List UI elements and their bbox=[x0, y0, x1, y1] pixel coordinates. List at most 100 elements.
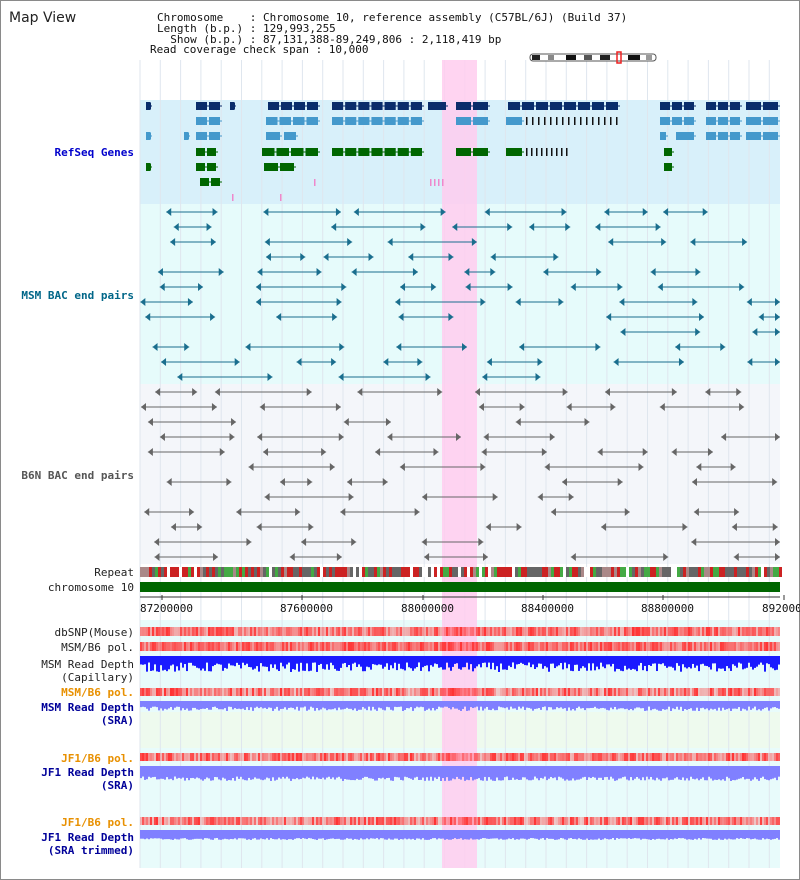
polymorphism-cell bbox=[276, 753, 278, 761]
gene-strand-arrow bbox=[200, 178, 205, 186]
repeat-block bbox=[350, 567, 353, 577]
read-depth-bar bbox=[340, 701, 342, 710]
track-label-refseq[interactable]: RefSeq Genes bbox=[54, 146, 134, 159]
polymorphism-cell bbox=[160, 817, 162, 825]
repeat-block bbox=[293, 567, 296, 577]
track-label-jf1-b6-pol-1[interactable]: JF1/B6 pol. bbox=[61, 752, 134, 765]
polymorphism-cell bbox=[188, 642, 190, 651]
polymorphism-cell bbox=[508, 688, 510, 696]
read-depth-bar bbox=[400, 766, 402, 780]
track-label-chromosome[interactable]: chromosome 10 bbox=[47, 581, 134, 594]
polymorphism-cell bbox=[454, 688, 456, 696]
read-depth-bar bbox=[678, 701, 680, 710]
read-depth-bar bbox=[696, 656, 698, 666]
polymorphism-cell bbox=[662, 642, 664, 651]
read-depth-bar bbox=[312, 701, 314, 708]
track-label-jf1-b6-pol-2[interactable]: JF1/B6 pol. bbox=[61, 816, 134, 829]
polymorphism-cell bbox=[264, 642, 266, 651]
read-depth-bar bbox=[420, 701, 422, 707]
polymorphism-cell bbox=[460, 817, 462, 825]
track-label-msm-b6-pol-2[interactable]: MSM/B6 pol. bbox=[61, 686, 134, 699]
polymorphism-cell bbox=[254, 688, 256, 696]
repeat-block bbox=[605, 567, 608, 577]
repeat-block bbox=[233, 567, 236, 577]
polymorphism-cell bbox=[646, 688, 648, 696]
polymorphism-cell bbox=[204, 627, 206, 636]
read-depth-bar bbox=[210, 656, 212, 672]
read-depth-bar bbox=[602, 656, 604, 667]
read-depth-bar bbox=[342, 830, 344, 840]
polymorphism-cell bbox=[524, 753, 526, 761]
polymorphism-cell bbox=[658, 688, 660, 696]
read-depth-bar bbox=[208, 656, 210, 672]
polymorphism-cell bbox=[488, 817, 490, 825]
polymorphism-cell bbox=[452, 627, 454, 636]
read-depth-bar bbox=[620, 656, 622, 671]
polymorphism-cell bbox=[404, 688, 406, 696]
read-depth-bar bbox=[336, 766, 338, 778]
track-label-jf1-depth-sra-1[interactable]: JF1 Read Depth bbox=[41, 766, 134, 779]
read-depth-bar bbox=[304, 701, 306, 707]
polymorphism-cell bbox=[340, 688, 342, 696]
track-label-repeat[interactable]: Repeat bbox=[94, 566, 134, 579]
read-depth-bar bbox=[408, 656, 410, 668]
polymorphism-cell bbox=[360, 627, 362, 636]
polymorphism-cell bbox=[776, 642, 778, 651]
read-depth-bar bbox=[478, 830, 480, 840]
info-chromosome: Chromosome : Chromosome 10, reference as… bbox=[157, 11, 628, 24]
b6n-bac-pair-arrow bbox=[357, 388, 363, 396]
read-depth-bar bbox=[514, 701, 516, 709]
repeat-block bbox=[473, 567, 476, 577]
read-depth-bar bbox=[502, 830, 504, 840]
track-label-msm-depth-sra-1[interactable]: MSM Read Depth bbox=[41, 701, 134, 714]
polymorphism-cell bbox=[212, 688, 214, 696]
polymorphism-cell bbox=[564, 688, 566, 696]
track-label-b6n-bac[interactable]: B6N BAC end pairs bbox=[21, 469, 134, 482]
read-depth-bar bbox=[572, 830, 574, 840]
repeat-block bbox=[614, 567, 617, 577]
polymorphism-cell bbox=[720, 817, 722, 825]
read-depth-bar bbox=[624, 830, 626, 839]
read-depth-bar bbox=[714, 830, 716, 840]
polymorphism-cell bbox=[312, 642, 314, 651]
read-depth-bar bbox=[494, 830, 496, 839]
track-label-dbsnp[interactable]: dbSNP(Mouse) bbox=[54, 626, 134, 639]
polymorphism-cell bbox=[672, 642, 674, 651]
polymorphism-cell bbox=[722, 627, 724, 636]
read-depth-bar bbox=[706, 656, 708, 667]
read-depth-bar bbox=[478, 656, 480, 665]
read-depth-bar bbox=[654, 830, 656, 840]
track-label-jf1-depth-trim-1[interactable]: JF1 Read Depth bbox=[41, 831, 134, 844]
polymorphism-cell bbox=[246, 627, 248, 636]
track-label-msm-bac[interactable]: MSM BAC end pairs bbox=[21, 289, 134, 302]
msm-bac-pair-arrow bbox=[746, 298, 752, 306]
read-depth-bar bbox=[742, 656, 744, 670]
polymorphism-cell bbox=[382, 642, 384, 651]
read-depth-bar bbox=[664, 656, 666, 666]
b6n-bac-pair-arrow bbox=[492, 493, 498, 501]
b6n-bac-pair-arrow bbox=[385, 418, 391, 426]
polymorphism-cell bbox=[500, 642, 502, 651]
polymorphism-cell bbox=[300, 688, 302, 696]
read-depth-bar bbox=[164, 766, 166, 780]
read-depth-bar bbox=[352, 830, 354, 840]
read-depth-bar bbox=[624, 766, 626, 777]
read-depth-bar bbox=[558, 656, 560, 666]
read-depth-bar bbox=[574, 766, 576, 781]
gene-exon bbox=[730, 132, 740, 140]
read-depth-bar bbox=[326, 830, 328, 840]
gene-exon bbox=[384, 102, 396, 110]
read-depth-bar bbox=[246, 656, 248, 664]
read-depth-bar bbox=[366, 766, 368, 777]
read-depth-bar bbox=[680, 656, 682, 672]
polymorphism-cell bbox=[214, 688, 216, 696]
track-label-msm-depth-cap-1[interactable]: MSM Read Depth bbox=[41, 658, 134, 671]
read-depth-bar bbox=[576, 656, 578, 665]
read-depth-bar bbox=[398, 766, 400, 778]
track-label-msm-b6-pol-1[interactable]: MSM/B6 pol. bbox=[61, 641, 134, 654]
polymorphism-cell bbox=[190, 627, 192, 636]
polymorphism-cell bbox=[576, 817, 578, 825]
polymorphism-cell bbox=[442, 688, 444, 696]
read-depth-bar bbox=[676, 766, 678, 778]
